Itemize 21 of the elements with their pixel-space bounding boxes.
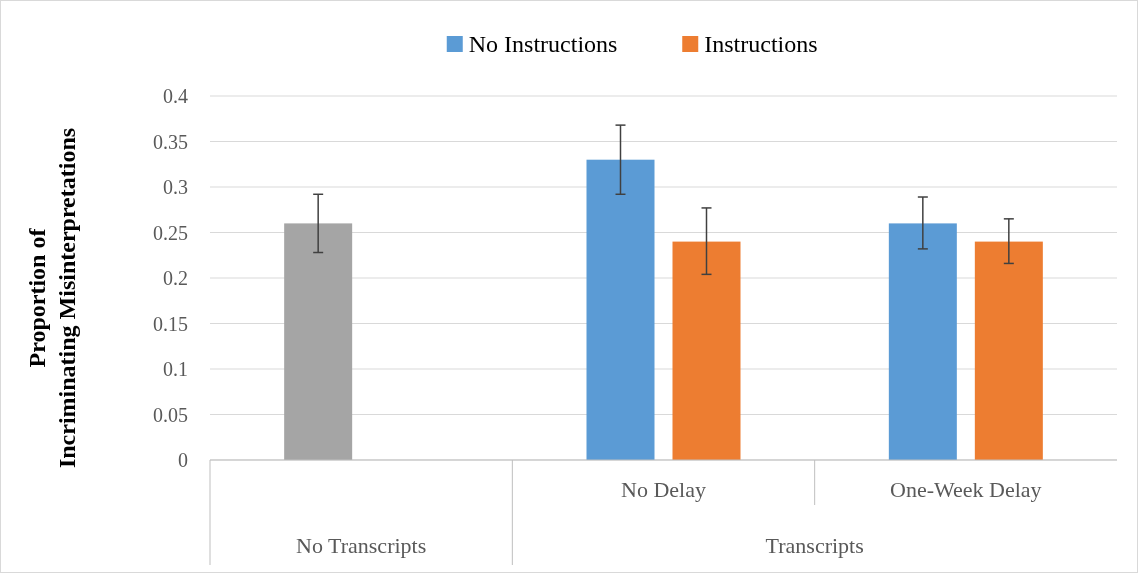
y-tick-label: 0.3 <box>163 176 188 198</box>
y-tick-label: 0.2 <box>163 267 188 289</box>
bar <box>888 223 957 460</box>
y-tick-label: 0.35 <box>153 130 188 153</box>
text: No Transcripts <box>296 533 427 558</box>
y-tick-label: 0 <box>178 449 188 471</box>
bar <box>284 223 353 460</box>
y-tick-label: 0.1 <box>163 358 188 380</box>
y-tick-label: 0.15 <box>153 312 188 335</box>
y-tick-label: 0.4 <box>163 85 188 107</box>
bar <box>974 241 1043 460</box>
legend-label: Instructions <box>704 31 818 58</box>
y-tick-label: 0.05 <box>153 403 188 426</box>
x-tick-label: One-Week Delay <box>890 477 1042 502</box>
text: Transcripts <box>765 533 864 558</box>
bar <box>586 159 655 460</box>
legend-label: No Instructions <box>468 31 618 58</box>
y-axis-title: Proportion of Incriminating Misinterpretations <box>24 127 80 469</box>
bar <box>672 241 741 460</box>
y-tick-label: 0.25 <box>153 221 188 244</box>
x-tick-label: No Delay <box>621 477 706 502</box>
